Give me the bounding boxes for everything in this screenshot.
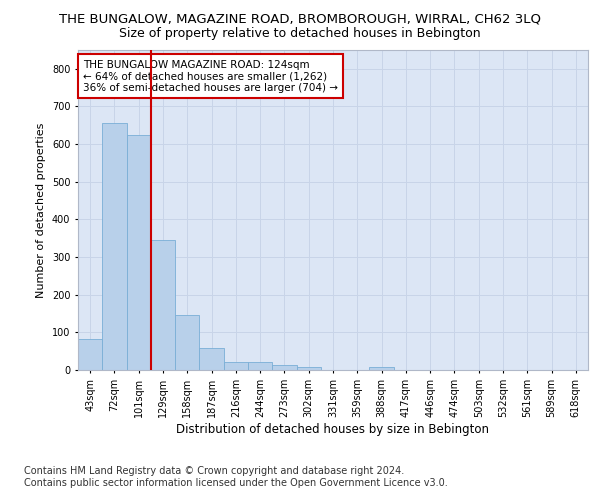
Bar bbox=[102, 122, 127, 370]
Y-axis label: Number of detached properties: Number of detached properties bbox=[37, 122, 46, 298]
Bar bbox=[151, 240, 175, 370]
Bar bbox=[175, 316, 199, 370]
Bar bbox=[296, 367, 321, 370]
Bar bbox=[127, 134, 151, 370]
Text: THE BUNGALOW MAGAZINE ROAD: 124sqm
← 64% of detached houses are smaller (1,262)
: THE BUNGALOW MAGAZINE ROAD: 124sqm ← 64%… bbox=[83, 60, 338, 93]
Text: Contains HM Land Registry data © Crown copyright and database right 2024.
Contai: Contains HM Land Registry data © Crown c… bbox=[24, 466, 448, 487]
Text: Size of property relative to detached houses in Bebington: Size of property relative to detached ho… bbox=[119, 28, 481, 40]
Bar bbox=[272, 364, 296, 370]
Bar bbox=[248, 362, 272, 370]
Bar bbox=[199, 348, 224, 370]
Text: THE BUNGALOW, MAGAZINE ROAD, BROMBOROUGH, WIRRAL, CH62 3LQ: THE BUNGALOW, MAGAZINE ROAD, BROMBOROUGH… bbox=[59, 12, 541, 26]
Bar bbox=[78, 339, 102, 370]
Bar bbox=[224, 362, 248, 370]
X-axis label: Distribution of detached houses by size in Bebington: Distribution of detached houses by size … bbox=[176, 422, 490, 436]
Bar bbox=[370, 367, 394, 370]
